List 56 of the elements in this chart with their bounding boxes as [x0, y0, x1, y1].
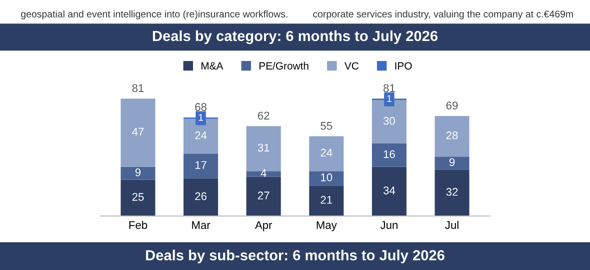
- data-label: 47: [132, 128, 144, 136]
- data-label: 21: [320, 196, 332, 204]
- data-label: 32: [446, 188, 458, 196]
- data-label: 24: [195, 131, 207, 140]
- data-label: 34: [383, 186, 396, 194]
- bar: [372, 100, 406, 144]
- data-label: 9: [449, 158, 455, 166]
- bar: [309, 136, 344, 172]
- data-label: 1: [387, 95, 392, 102]
- bar: [184, 178, 218, 216]
- total-label: 69: [446, 102, 458, 110]
- legend-label: IPO: [395, 62, 412, 70]
- total-label: 62: [258, 112, 270, 120]
- total-label: 68: [195, 103, 206, 111]
- legend-label: VC: [344, 62, 358, 70]
- legend-label: M&A: [202, 62, 224, 70]
- x-tick-label: Jun: [380, 221, 398, 230]
- bar: [372, 144, 406, 167]
- data-label: 4: [260, 169, 266, 177]
- data-label: 24: [320, 148, 332, 157]
- data-label: 17: [195, 161, 206, 169]
- x-tick-label: May: [316, 221, 337, 232]
- bar: [372, 166, 406, 216]
- data-label: 27: [258, 192, 270, 200]
- total-label: 81: [384, 84, 395, 92]
- bar: [434, 156, 470, 170]
- x-tick-label: Jul: [445, 220, 458, 230]
- bar: [246, 171, 281, 177]
- data-label: 16: [384, 150, 395, 158]
- bar: [120, 98, 156, 167]
- bar: [246, 176, 281, 216]
- bar: [309, 186, 344, 216]
- chart-title: Deals by category: 6 months to July 2026: [152, 30, 438, 44]
- data-label: 30: [383, 116, 395, 125]
- total-label: 81: [132, 84, 144, 92]
- data-label: 9: [135, 168, 141, 176]
- data-label: 25: [132, 193, 144, 201]
- data-label: 31: [258, 144, 270, 152]
- x-tick-label: Mar: [192, 221, 210, 230]
- x-tick-label: Feb: [129, 220, 148, 230]
- bar: [120, 166, 156, 180]
- total-label: 55: [320, 122, 332, 130]
- bar: [184, 154, 218, 178]
- x-tick-label: Apr: [254, 221, 272, 232]
- text: geospatial and event intelligence into (re)insurance workflows.: [21, 10, 288, 20]
- data-label: 1: [198, 114, 204, 121]
- bar: [434, 116, 470, 157]
- data-label: 26: [195, 192, 206, 200]
- text: corporate services industry, valuing the company at c.€469m: [313, 10, 573, 20]
- bar: [434, 170, 470, 216]
- bar: [120, 180, 156, 216]
- legend-label: PE/Growth: [260, 62, 308, 70]
- data-label: 10: [321, 173, 332, 182]
- data-label: 28: [446, 131, 458, 140]
- bar: [309, 171, 344, 186]
- text: Deals by sub-sector: 6 months to July 2026: [146, 250, 444, 264]
